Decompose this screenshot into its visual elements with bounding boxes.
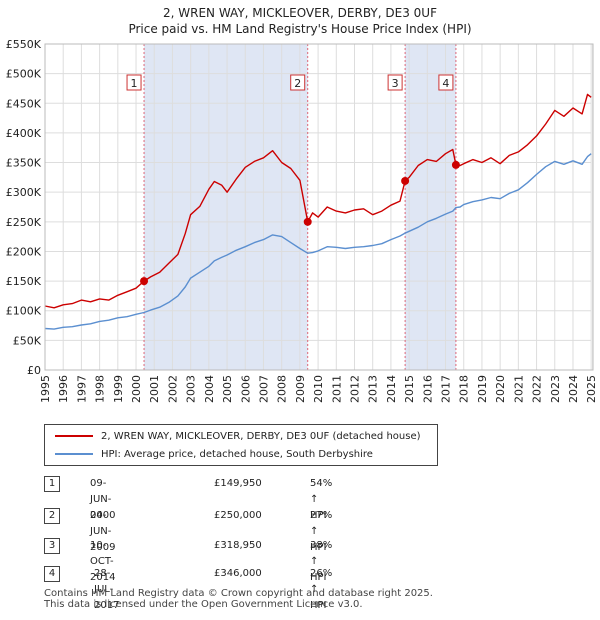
- x-tick-label: 2008: [276, 375, 289, 403]
- chart-legend: 2, WREN WAY, MICKLEOVER, DERBY, DE3 0UF …: [44, 424, 438, 466]
- x-tick-label: 2011: [330, 375, 343, 403]
- sale-label: 2: [294, 77, 301, 90]
- transaction-date: 04-JUN-2009: [90, 510, 116, 553]
- x-tick-label: 2017: [440, 375, 453, 403]
- x-tick-label: 2024: [567, 375, 580, 403]
- legend-swatch-property: [55, 435, 93, 437]
- transaction-delta: 26% ↑ HPI: [310, 568, 333, 611]
- y-tick-label: £0: [27, 364, 41, 377]
- x-tick-label: 2021: [512, 375, 525, 403]
- x-tick-label: 2002: [166, 375, 179, 403]
- highlight-band: [405, 44, 456, 370]
- x-tick-label: 1998: [94, 375, 107, 403]
- transaction-delta: 54% ↑ HPI: [310, 478, 333, 521]
- y-tick-label: £300K: [6, 186, 42, 199]
- y-tick-label: £200K: [6, 245, 42, 258]
- sale-label-box: [126, 74, 142, 91]
- x-tick-label: 2023: [549, 375, 562, 403]
- x-tick-label: 1995: [39, 375, 52, 403]
- x-tick-label: 2004: [203, 375, 216, 403]
- transaction-delta: 38% ↑ HPI: [310, 540, 333, 583]
- transaction-price: £346,000: [214, 568, 262, 579]
- x-tick-label: 2014: [385, 375, 398, 403]
- legend-swatch-hpi: [55, 453, 93, 455]
- sale-point: [451, 160, 460, 169]
- footer-copyright: Contains HM Land Registry data © Crown c…: [44, 588, 433, 599]
- sale-point: [401, 176, 410, 185]
- x-tick-label: 2006: [239, 375, 252, 403]
- sale-label-box: [387, 74, 403, 91]
- x-tick-label: 2018: [458, 375, 471, 403]
- transaction-delta: 27% ↑ HPI: [310, 510, 333, 553]
- sale-label-box: [438, 74, 454, 91]
- y-tick-label: £450K: [6, 97, 42, 110]
- legend-label-hpi: HPI: Average price, detached house, Sout…: [101, 448, 373, 460]
- x-tick-label: 2012: [349, 375, 362, 403]
- sale-label: 1: [131, 77, 138, 90]
- sale-label-box: [290, 74, 306, 91]
- x-tick-label: 2016: [421, 375, 434, 403]
- x-tick-label: 2005: [221, 375, 234, 403]
- y-tick-label: £50K: [13, 334, 42, 347]
- sale-point: [140, 277, 149, 286]
- plot-area: [44, 43, 594, 371]
- highlight-band: [144, 44, 308, 370]
- hpi-series-line: [44, 153, 592, 330]
- transaction-number: 4: [44, 566, 60, 582]
- transaction-number: 3: [44, 538, 60, 554]
- transaction-number: 2: [44, 508, 60, 524]
- legend-item-property: 2, WREN WAY, MICKLEOVER, DERBY, DE3 0UF …: [45, 428, 421, 444]
- x-tick-label: 2010: [312, 375, 325, 403]
- sale-label: 3: [392, 77, 399, 90]
- footer-attribution: Contains HM Land Registry data © Crown c…: [44, 588, 433, 610]
- transaction-price: £149,950: [214, 478, 262, 489]
- transaction-price: £250,000: [214, 510, 262, 521]
- x-tick-label: 2009: [294, 375, 307, 403]
- y-tick-label: £350K: [6, 157, 42, 170]
- legend-item-hpi: HPI: Average price, detached house, Sout…: [45, 446, 373, 462]
- x-tick-label: 2019: [476, 375, 489, 403]
- x-tick-label: 2015: [403, 375, 416, 403]
- x-tick-label: 1997: [75, 375, 88, 403]
- sale-label: 4: [442, 77, 449, 90]
- future-region: [591, 44, 593, 370]
- y-tick-label: £400K: [6, 127, 42, 140]
- x-tick-label: 1999: [112, 375, 125, 403]
- x-tick-label: 2001: [148, 375, 161, 403]
- x-tick-label: 2025: [585, 375, 598, 403]
- chart-title: 2, WREN WAY, MICKLEOVER, DERBY, DE3 0UF: [163, 6, 437, 20]
- transaction-date: 10-OCT-2014: [90, 540, 116, 583]
- x-tick-label: 2007: [257, 375, 270, 403]
- plot-border: [44, 43, 594, 371]
- price-chart: 2, WREN WAY, MICKLEOVER, DERBY, DE3 0UF …: [6, 6, 598, 403]
- y-tick-label: £550K: [6, 38, 42, 51]
- legend-label-property: 2, WREN WAY, MICKLEOVER, DERBY, DE3 0UF …: [101, 430, 421, 442]
- transaction-date: 09-JUN-2000: [90, 478, 116, 521]
- chart-subtitle: Price paid vs. HM Land Registry's House …: [128, 22, 471, 36]
- footer-license: This data is licensed under the Open Gov…: [44, 599, 363, 610]
- y-tick-label: £100K: [6, 305, 42, 318]
- y-tick-label: £150K: [6, 275, 42, 288]
- x-tick-label: 2020: [494, 375, 507, 403]
- x-tick-label: 2013: [367, 375, 380, 403]
- x-tick-label: 2022: [531, 375, 544, 403]
- x-tick-label: 1996: [57, 375, 70, 403]
- x-tick-label: 2000: [130, 375, 143, 403]
- transaction-number: 1: [44, 476, 60, 492]
- transaction-date: 28-JUL-2017: [94, 568, 120, 611]
- y-tick-label: £500K: [6, 68, 42, 81]
- y-tick-label: £250K: [6, 216, 42, 229]
- transaction-price: £318,950: [214, 540, 262, 551]
- x-tick-label: 2003: [185, 375, 198, 403]
- sale-point: [303, 217, 312, 226]
